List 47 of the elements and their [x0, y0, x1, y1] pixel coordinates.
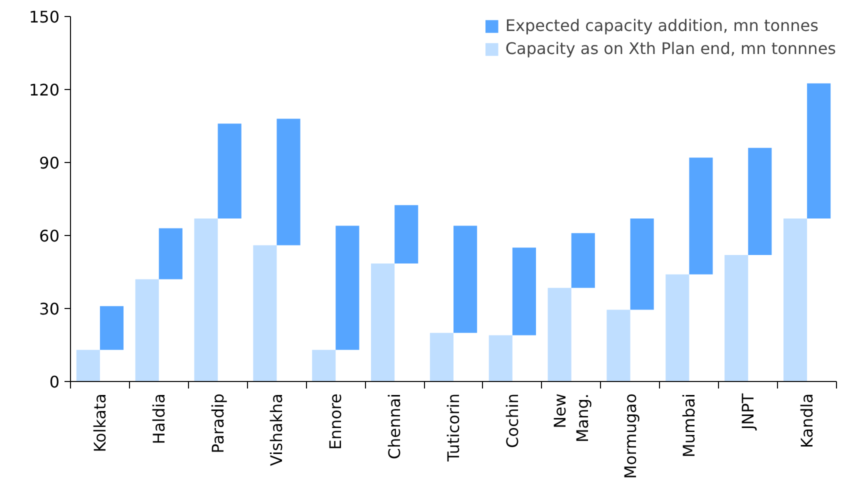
bar: [666, 274, 690, 382]
bar: [100, 306, 124, 350]
bar: [158, 228, 182, 280]
x-tick-label: Paradip: [208, 394, 228, 454]
bar: [312, 350, 336, 382]
bar: [783, 218, 808, 382]
x-tick-label: Kolkata: [90, 394, 110, 452]
legend-label: Capacity as on Xth Plan end, mn tonnnes: [505, 39, 836, 58]
x-tick-label: Ennore: [326, 394, 346, 450]
bar: [336, 226, 360, 350]
y-tick-label: 150: [28, 8, 60, 26]
y-tick-label: 120: [28, 80, 60, 100]
bar: [606, 310, 630, 382]
x-tick-label: JNPT: [738, 393, 758, 431]
x-tick-label: New Mang.: [550, 393, 592, 442]
x-tick-label: Kandla: [798, 394, 817, 448]
bar: [194, 218, 218, 382]
bar: [371, 263, 395, 382]
bar: [135, 279, 159, 382]
x-tick-label: Tuticorin: [444, 394, 463, 462]
bar: [394, 205, 418, 264]
x-tick-label: Vishakha: [267, 394, 286, 466]
bar: [748, 148, 772, 255]
bar: [689, 158, 713, 274]
bar: [630, 218, 654, 310]
x-tick-label: Mormugao: [620, 393, 640, 479]
legend-label: Expected capacity addition, mn tonnes: [505, 16, 818, 35]
x-tick-label: Chennai: [385, 394, 404, 460]
x-tick-label: Haldia: [149, 394, 168, 444]
bar: [218, 124, 242, 218]
bar: [548, 288, 572, 382]
y-tick-label: 0: [49, 372, 60, 392]
bar: [571, 233, 595, 288]
bar: [807, 83, 831, 218]
x-tick-label: Mumbai: [680, 394, 699, 458]
bar: [454, 226, 478, 333]
x-tick-label: Cochin: [502, 394, 522, 448]
bar: [276, 118, 300, 246]
bar: [488, 335, 512, 382]
y-tick-label: 60: [39, 226, 60, 246]
bar: [724, 254, 748, 382]
bar: [76, 350, 100, 382]
bar: [430, 332, 454, 382]
bar: [512, 248, 536, 336]
y-tick-label: 90: [39, 154, 60, 172]
bar: [253, 245, 277, 382]
y-tick-label: 30: [39, 300, 60, 318]
